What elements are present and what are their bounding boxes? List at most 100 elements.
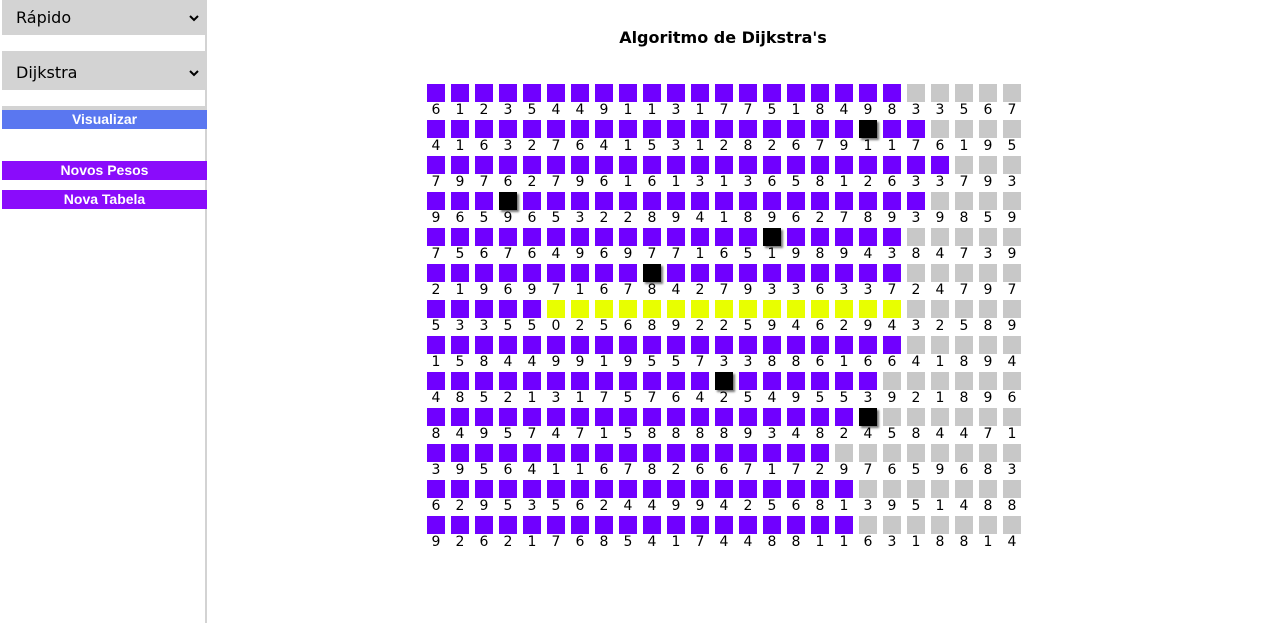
new-weights-button[interactable]: Novos Pesos (2, 161, 207, 180)
grid-cell[interactable]: 5 (787, 156, 811, 192)
grid-cell[interactable]: 3 (931, 84, 955, 120)
grid-cell[interactable]: 7 (547, 156, 571, 192)
grid-cell[interactable]: 6 (811, 300, 835, 336)
grid-cell[interactable]: 9 (667, 480, 691, 516)
grid-cell[interactable]: 5 (475, 192, 499, 228)
grid-cell[interactable]: 4 (643, 480, 667, 516)
grid-cell[interactable]: 4 (691, 372, 715, 408)
grid-cell[interactable]: 4 (715, 516, 739, 552)
grid-cell[interactable]: 5 (835, 372, 859, 408)
grid-cell[interactable]: 9 (595, 84, 619, 120)
grid-cell[interactable]: 5 (667, 336, 691, 372)
grid-cell[interactable]: 7 (547, 264, 571, 300)
grid-cell[interactable]: 4 (883, 300, 907, 336)
grid-cell[interactable]: 1 (451, 120, 475, 156)
grid-cell[interactable]: 5 (547, 480, 571, 516)
grid-cell[interactable]: 6 (883, 336, 907, 372)
grid-cell[interactable]: 7 (643, 228, 667, 264)
grid-cell[interactable]: 6 (715, 444, 739, 480)
grid-cell[interactable]: 4 (907, 336, 931, 372)
grid-cell[interactable]: 6 (499, 156, 523, 192)
grid-cell[interactable]: 5 (619, 372, 643, 408)
grid-cell[interactable]: 3 (907, 192, 931, 228)
grid-cell[interactable]: 4 (859, 408, 883, 444)
grid-cell[interactable]: 7 (595, 372, 619, 408)
grid-cell[interactable]: 6 (427, 84, 451, 120)
grid-cell[interactable]: 1 (835, 516, 859, 552)
grid-cell[interactable]: 6 (763, 156, 787, 192)
grid-cell[interactable]: 4 (523, 336, 547, 372)
grid-cell[interactable]: 4 (955, 408, 979, 444)
grid-cell[interactable]: 6 (475, 120, 499, 156)
grid-cell[interactable]: 9 (619, 336, 643, 372)
grid-cell[interactable]: 8 (955, 516, 979, 552)
grid-cell[interactable]: 7 (499, 228, 523, 264)
grid-cell[interactable]: 3 (1003, 156, 1027, 192)
new-table-button[interactable]: Nova Tabela (2, 190, 207, 209)
grid-cell[interactable]: 9 (787, 372, 811, 408)
grid-cell[interactable]: 6 (499, 264, 523, 300)
grid-cell[interactable]: 7 (427, 228, 451, 264)
grid-cell[interactable]: 3 (667, 84, 691, 120)
grid-cell[interactable]: 7 (1003, 84, 1027, 120)
grid-cell[interactable]: 6 (667, 372, 691, 408)
grid-cell[interactable]: 2 (427, 264, 451, 300)
grid-cell[interactable]: 3 (499, 84, 523, 120)
grid-cell[interactable]: 8 (427, 408, 451, 444)
grid-cell[interactable]: 1 (667, 156, 691, 192)
grid-cell[interactable]: 5 (955, 84, 979, 120)
grid-cell[interactable]: 8 (979, 480, 1003, 516)
grid-cell[interactable]: 7 (979, 408, 1003, 444)
grid-cell[interactable]: 5 (955, 300, 979, 336)
grid-cell[interactable]: 1 (619, 156, 643, 192)
grid-cell[interactable]: 6 (811, 336, 835, 372)
grid-cell[interactable]: 2 (835, 300, 859, 336)
grid-cell[interactable]: 4 (499, 336, 523, 372)
grid-cell[interactable]: 4 (787, 300, 811, 336)
grid-cell[interactable]: 5 (547, 192, 571, 228)
grid-cell[interactable]: 5 (763, 84, 787, 120)
grid-cell[interactable]: 4 (835, 84, 859, 120)
grid-cell[interactable]: 1 (451, 84, 475, 120)
grid-cell[interactable]: 3 (739, 336, 763, 372)
grid-cell[interactable]: 2 (715, 372, 739, 408)
grid-cell[interactable]: 6 (451, 192, 475, 228)
grid-cell[interactable]: 2 (595, 480, 619, 516)
grid-cell[interactable]: 3 (787, 264, 811, 300)
grid-cell[interactable]: 1 (619, 120, 643, 156)
grid-cell[interactable]: 2 (931, 300, 955, 336)
grid-cell[interactable]: 6 (811, 264, 835, 300)
grid-cell[interactable]: 3 (763, 408, 787, 444)
grid-cell[interactable]: 5 (619, 408, 643, 444)
grid-cell[interactable]: 8 (1003, 480, 1027, 516)
grid-cell[interactable]: 8 (811, 156, 835, 192)
speed-select[interactable]: Rápido (2, 0, 207, 35)
grid-cell[interactable]: 8 (883, 84, 907, 120)
grid-cell[interactable]: 6 (979, 84, 1003, 120)
grid-cell[interactable]: 7 (619, 264, 643, 300)
grid-cell[interactable]: 5 (523, 84, 547, 120)
grid-cell[interactable]: 9 (787, 228, 811, 264)
grid-cell[interactable]: 4 (787, 408, 811, 444)
grid-cell[interactable]: 4 (667, 264, 691, 300)
grid-cell[interactable]: 6 (859, 336, 883, 372)
grid-cell[interactable]: 3 (859, 372, 883, 408)
grid-cell[interactable]: 8 (955, 192, 979, 228)
grid-cell[interactable]: 8 (979, 444, 1003, 480)
grid-cell[interactable]: 9 (835, 228, 859, 264)
grid-cell[interactable]: 6 (499, 444, 523, 480)
grid-cell[interactable]: 1 (931, 336, 955, 372)
grid-cell[interactable]: 5 (907, 444, 931, 480)
grid-cell[interactable]: 8 (475, 336, 499, 372)
grid-cell[interactable]: 9 (547, 336, 571, 372)
grid-cell[interactable]: 1 (595, 336, 619, 372)
grid-cell[interactable]: 9 (931, 444, 955, 480)
grid-cell[interactable]: 1 (835, 336, 859, 372)
grid-cell[interactable]: 1 (691, 120, 715, 156)
grid-cell[interactable]: 4 (931, 264, 955, 300)
grid-cell[interactable]: 6 (571, 120, 595, 156)
grid-cell[interactable]: 5 (1003, 120, 1027, 156)
grid-cell[interactable]: 3 (499, 120, 523, 156)
grid-cell[interactable]: 7 (955, 228, 979, 264)
grid-cell[interactable]: 5 (811, 372, 835, 408)
